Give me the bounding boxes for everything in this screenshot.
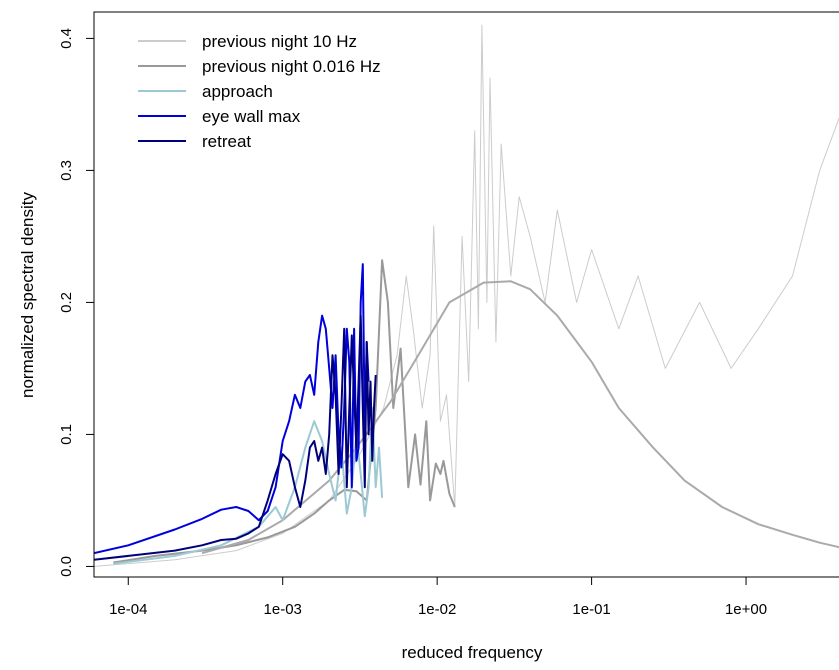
legend-entry: approach — [138, 82, 273, 101]
plot-frame — [93, 11, 839, 578]
x-tick-label: 1e-01 — [572, 601, 610, 618]
x-axis-label: reduced frequency — [402, 643, 543, 662]
legend-entry: retreat — [138, 132, 251, 151]
series-previous-night-0-016-hz — [113, 259, 456, 564]
series-previous-night-10-hz — [94, 24, 839, 567]
series-line — [201, 280, 839, 555]
legend-entry: eye wall max — [138, 107, 301, 126]
y-tick-label: 0.1 — [58, 424, 75, 445]
y-axis-label: normalized spectral density — [18, 192, 37, 398]
series-smoothed — [201, 280, 839, 555]
legend-entry: previous night 10 Hz — [138, 32, 357, 51]
y-tick-label: 0.3 — [58, 160, 75, 181]
series-line — [94, 24, 839, 567]
legend-label: approach — [202, 82, 273, 101]
legend-label: retreat — [202, 132, 251, 151]
legend-entry: previous night 0.016 Hz — [138, 57, 381, 76]
series-line — [113, 407, 384, 565]
legend: previous night 10 Hz previous night 0.016… — [138, 32, 381, 151]
series-layer — [94, 24, 839, 567]
legend-label: eye wall max — [202, 107, 301, 126]
y-tick-label: 0.4 — [58, 28, 75, 49]
x-tick-label: 1e-03 — [264, 601, 302, 618]
series-retreat — [94, 314, 377, 561]
series-line — [94, 314, 377, 561]
legend-label: previous night 0.016 Hz — [202, 57, 381, 76]
series-approach — [113, 407, 384, 565]
x-tick-label: 1e-02 — [418, 601, 456, 618]
legend-label: previous night 10 Hz — [202, 32, 357, 51]
x-tick-label: 1e+00 — [725, 601, 767, 618]
x-tick-label: 1e-04 — [109, 601, 147, 618]
x-axis: 1e-04 1e-03 1e-02 1e-01 1e+00 — [109, 577, 767, 618]
series-eye-wall-max — [94, 263, 370, 555]
y-tick-label: 0.2 — [58, 292, 75, 313]
series-line — [94, 263, 370, 555]
y-axis: 0.0 0.1 0.2 0.3 0.4 — [58, 28, 94, 577]
series-line — [113, 259, 456, 564]
y-tick-label: 0.0 — [58, 556, 75, 577]
